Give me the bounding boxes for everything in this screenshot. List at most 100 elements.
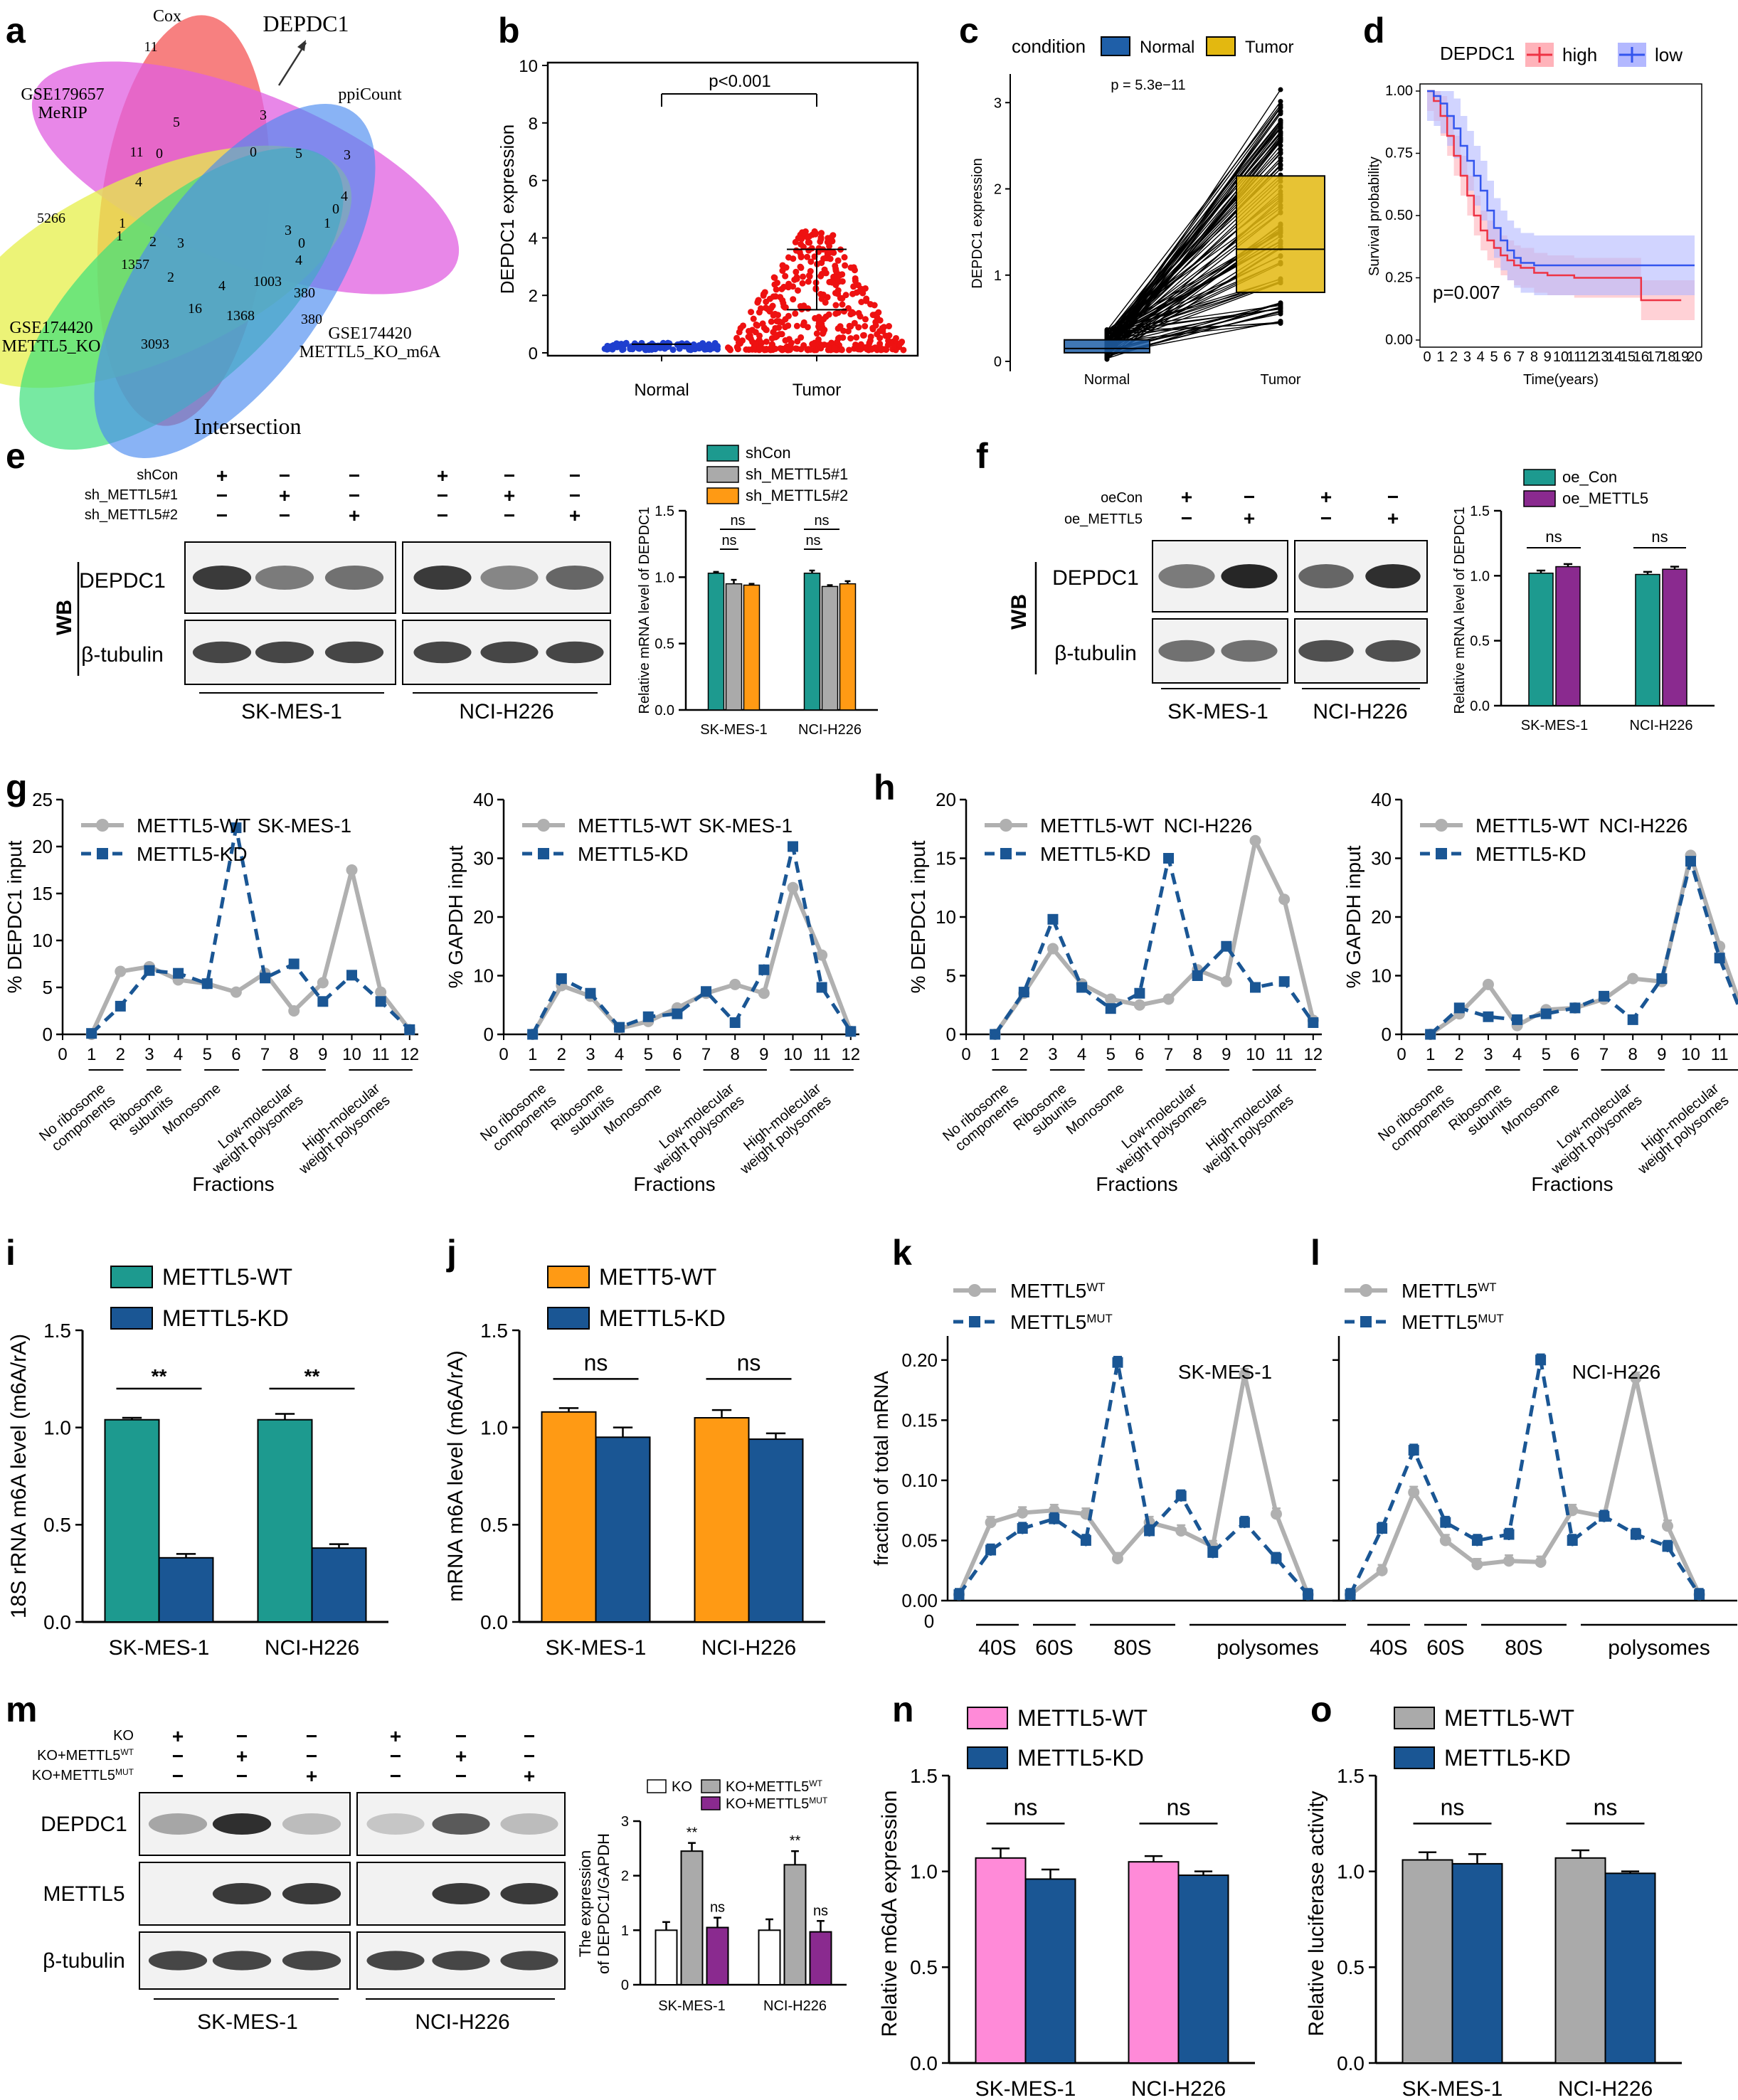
condition-sign: −	[172, 1765, 184, 1787]
data-point	[800, 322, 807, 329]
data-point	[1685, 856, 1697, 867]
data-point	[770, 274, 778, 281]
venn-count: 2	[149, 234, 157, 250]
bar-chart-j: 0.0 0.5 1.0 1.5 SK-MES-1 NCI-H226	[480, 1320, 825, 1660]
panel-label-b: b	[498, 11, 520, 51]
data-point	[288, 958, 300, 970]
blot-band	[366, 1951, 425, 1971]
condition-sign: −	[455, 1725, 467, 1747]
blot-band	[432, 1883, 490, 1904]
condition-sign: −	[504, 465, 515, 487]
x-tick-label: 4	[1477, 349, 1485, 365]
data-point	[820, 255, 827, 262]
y-tick-label: 0.25	[1385, 270, 1413, 286]
y-tick-label: 0.15	[901, 1409, 938, 1431]
y-axis-label: mRNA m6A level (m6A/rA)	[444, 1350, 467, 1601]
venn-count: 0	[298, 235, 305, 251]
y-tick-label: 1.0	[655, 570, 674, 585]
data-point	[1599, 1511, 1610, 1522]
condition-sign: +	[1387, 507, 1399, 529]
condition-sign: −	[524, 1725, 535, 1747]
condition-sign: +	[279, 484, 290, 507]
data-point	[201, 978, 213, 990]
data-point	[882, 332, 889, 339]
data-point	[812, 230, 820, 237]
x-tick-label: 8	[731, 1045, 740, 1064]
bar	[1662, 568, 1687, 706]
blot-band	[255, 641, 314, 664]
x-tick-label: 10	[1553, 349, 1569, 365]
y-tick-label: 0.00	[901, 1590, 938, 1611]
bar	[707, 572, 725, 711]
data-point	[857, 346, 864, 353]
y-tick-label: 0	[484, 1024, 494, 1045]
x-category-label: Normal	[634, 381, 689, 400]
data-point	[664, 343, 672, 350]
y-tick-label: 1.5	[910, 1765, 938, 1787]
fraction-group-label: Ribosomesubunits	[1010, 1081, 1079, 1146]
data-point	[859, 290, 867, 297]
x-tick-label: 0	[499, 1045, 508, 1064]
legend-marker	[1000, 819, 1012, 832]
legend-marker	[1435, 819, 1448, 832]
x-tick-label: 20	[1687, 349, 1702, 365]
legend-swatch	[706, 487, 739, 504]
bar	[758, 1929, 781, 1985]
data-point	[807, 267, 814, 275]
condition-sign: −	[524, 1745, 535, 1767]
x-tick-label: 6	[231, 1045, 240, 1064]
x-tick-label: 11	[1276, 1045, 1293, 1064]
x-category-label: NCI-H226	[1630, 718, 1693, 733]
blot-band	[212, 1883, 272, 1904]
legend-label: METTL5-KD	[1444, 1745, 1571, 1771]
data-point	[793, 274, 800, 281]
bar	[680, 1850, 704, 1986]
data-point	[669, 346, 677, 354]
condition-sign: −	[569, 465, 581, 487]
polysome-group-label: 40S	[978, 1636, 1016, 1660]
legend-swatch	[1523, 469, 1556, 486]
condition-sign: −	[236, 1765, 248, 1787]
data-point	[729, 978, 741, 990]
data-point	[375, 996, 386, 1007]
y-tick-label: 0	[43, 1024, 53, 1045]
panel-label-n: n	[892, 1690, 914, 1729]
data-point	[1376, 1564, 1388, 1576]
polysome-group-label: 60S	[1426, 1636, 1464, 1660]
series-line	[957, 1372, 1310, 1596]
data-point	[815, 320, 822, 327]
bar-chart-i: 0.0 0.5 1.0 1.5 SK-MES-1 NCI-H226	[43, 1320, 388, 1660]
legend-label: sh_METTL5#2	[746, 487, 848, 504]
panel-label-g: g	[6, 768, 28, 807]
data-point	[807, 258, 815, 265]
venn-count: 3	[260, 107, 267, 123]
box-normal	[1064, 339, 1150, 354]
cell-line-label: SK-MES-1	[1167, 700, 1268, 723]
legend-swatch	[701, 1779, 721, 1793]
y-tick-label: 1.0	[1337, 1860, 1365, 1882]
x-tick-label: 7	[1599, 1045, 1609, 1064]
y-axis-label: Relative luciferase activity	[1305, 1791, 1328, 2036]
legend-label: Tumor	[1245, 38, 1293, 57]
cell-line-label: NCI-H226	[1313, 700, 1407, 723]
polysome-annotations-k: fraction of total mRNA 0 METTL5WT METTL5MUT…	[870, 1280, 1346, 1660]
data-point	[1345, 1589, 1356, 1601]
y-tick-label: 0.10	[901, 1470, 938, 1491]
data-point	[659, 344, 667, 351]
legend-j: METT5-WT METTL5-KD mRNA m6A level (m6A/rA)	[444, 1264, 726, 1602]
x-tick-label: 16	[1633, 349, 1649, 365]
condition-sign: −	[349, 465, 360, 487]
data-point	[756, 309, 763, 316]
x-tick-label: 1	[528, 1045, 537, 1064]
legend-label: METTL5-KD	[1017, 1745, 1144, 1771]
data-point	[1112, 1552, 1123, 1564]
data-point	[827, 248, 834, 255]
x-tick-label: 14	[1606, 349, 1622, 365]
condition-sign: −	[349, 484, 360, 507]
bar	[783, 1864, 807, 1985]
panel-label-e: e	[6, 436, 26, 476]
blot-band	[255, 566, 314, 590]
data-point	[745, 334, 752, 341]
